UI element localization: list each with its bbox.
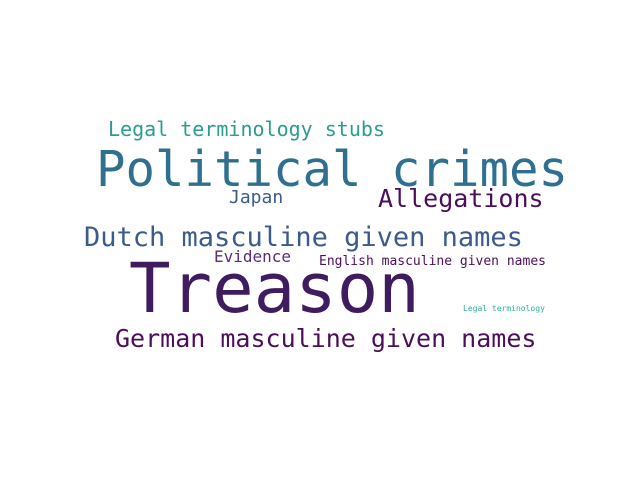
- word-political-crimes: Political crimes: [96, 141, 569, 198]
- word-treason: Treason: [129, 249, 420, 329]
- word-german-masculine-given-names: German masculine given names: [115, 324, 537, 353]
- word-legal-terminology-stubs: Legal terminology stubs: [108, 117, 385, 141]
- word-dutch-masculine-given-names: Dutch masculine given names: [84, 222, 523, 253]
- word-japan: Japan: [229, 187, 284, 208]
- word-allegations: Allegations: [378, 184, 544, 213]
- word-english-masculine-given-names: English masculine given names: [319, 254, 546, 269]
- word-evidence: Evidence: [214, 247, 292, 266]
- word-legal-terminology: Legal terminology: [463, 304, 545, 313]
